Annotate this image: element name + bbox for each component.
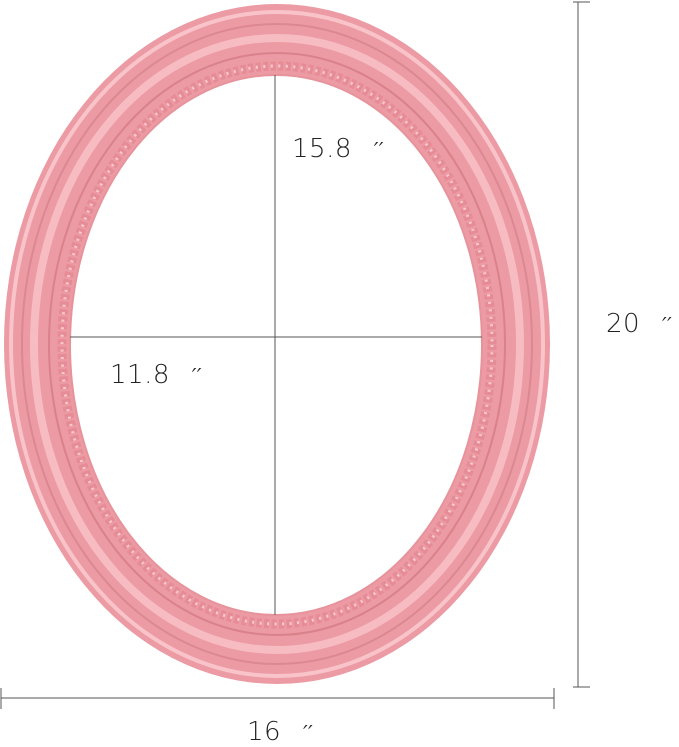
oval-frame	[4, 4, 550, 684]
outer-width-value: 16	[247, 717, 282, 747]
inner-width-value: 11.8	[110, 360, 170, 390]
outer-width-label: 16 ′′	[247, 717, 313, 747]
inch-unit: ′′	[191, 364, 202, 388]
inch-unit: ′′	[373, 138, 384, 162]
inch-unit: ′′	[662, 313, 673, 337]
inner-width-label: 11.8 ′′	[110, 360, 202, 390]
inner-height-label: 15.8 ′′	[292, 134, 384, 164]
outer-height-value: 20	[606, 309, 641, 339]
inch-unit: ′′	[303, 721, 314, 745]
inner-height-value: 15.8	[292, 134, 352, 164]
measurement-lines	[0, 1, 590, 709]
outer-height-label: 20 ′′	[606, 309, 672, 339]
frame-opening	[69, 74, 483, 616]
